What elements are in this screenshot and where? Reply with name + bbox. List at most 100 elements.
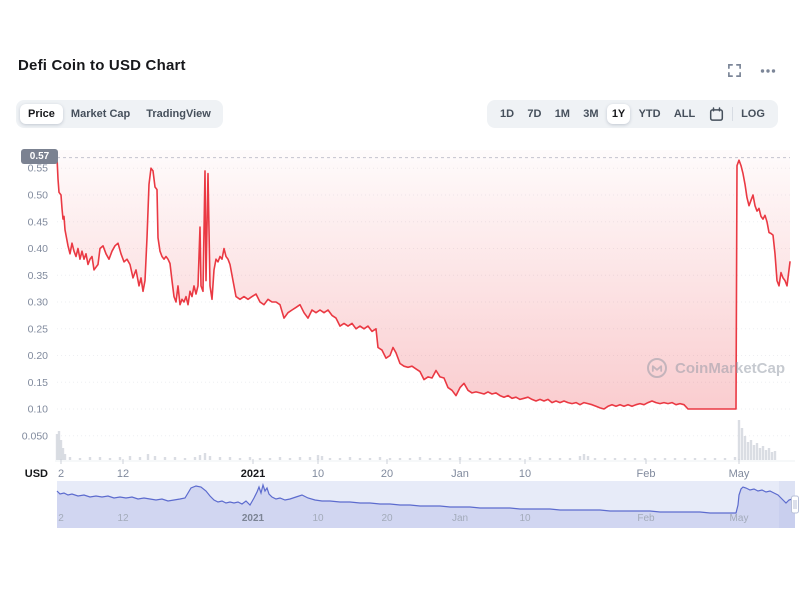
volume-bar [398, 458, 402, 460]
x-axis-label: 20 [381, 468, 393, 480]
y-axis-label: 0.15 [28, 377, 49, 389]
fullscreen-icon[interactable] [727, 63, 742, 78]
tab-market-cap[interactable]: Market Cap [63, 104, 138, 124]
volume-bar [761, 446, 765, 460]
volume-bar [593, 458, 597, 460]
volume-bar [693, 458, 697, 460]
y-axis-label: 0.25 [28, 323, 49, 335]
volume-bar [733, 457, 737, 460]
volume-bar [78, 458, 82, 460]
volume-bar [208, 456, 212, 460]
x-axis-label: 12 [117, 468, 129, 480]
navigator-axis-label: 10 [519, 513, 531, 524]
volume-bar [528, 457, 532, 460]
volume-bar [773, 451, 777, 460]
calendar-icon [709, 106, 723, 121]
volume-bar [418, 457, 422, 460]
tab-price[interactable]: Price [20, 104, 63, 124]
volume-bar [57, 431, 61, 460]
y-axis-label: 0.050 [22, 430, 48, 442]
navigator-background [57, 481, 795, 528]
volume-bar [328, 458, 332, 460]
volume-bar [98, 457, 102, 460]
x-axis-label: Feb [637, 468, 656, 480]
volume-bar [173, 457, 177, 460]
volume-bar [408, 458, 412, 460]
volume-bar [278, 457, 282, 460]
navigator-axis-label: 2021 [242, 513, 265, 524]
range-1m[interactable]: 1M [550, 104, 575, 124]
more-options-icon[interactable] [760, 68, 776, 74]
price-line [56, 156, 791, 410]
volume-bar [218, 457, 222, 460]
log-toggle[interactable]: LOG [736, 104, 770, 124]
volume-bar [68, 457, 72, 460]
range-all[interactable]: ALL [669, 104, 700, 124]
y-axis-label: 0.20 [28, 350, 49, 362]
header-icons [727, 63, 776, 78]
range-7d[interactable]: 7D [522, 104, 546, 124]
volume-bar [586, 456, 590, 460]
volume-bar [258, 458, 262, 460]
volume-bar [163, 457, 167, 460]
price-area-fill [57, 150, 790, 409]
y-axis-label: 0.10 [28, 404, 49, 416]
volume-bar [88, 457, 92, 460]
divider [731, 107, 733, 121]
navigator-handle[interactable] [791, 495, 799, 514]
calendar-button[interactable] [704, 103, 729, 126]
volume-bar [582, 454, 586, 460]
volume-bar [458, 457, 462, 460]
y-axis-label: 0.40 [28, 243, 49, 255]
range-ytd[interactable]: YTD [634, 104, 666, 124]
range-switcher: 1D 7D 1M 3M 1Y YTD ALL LOG [487, 100, 778, 128]
volume-bar [746, 442, 750, 460]
volume-bar [316, 455, 320, 460]
volume-bar [683, 458, 687, 460]
volume-bar [468, 458, 472, 460]
currency-label: USD [25, 468, 48, 480]
volume-bar [378, 457, 382, 460]
y-axis-label: 0.45 [28, 216, 49, 228]
volume-bar [578, 456, 582, 460]
volume-bar [358, 458, 362, 460]
volume-bar [740, 428, 744, 460]
volume-bar [203, 453, 207, 460]
volume-bar [603, 458, 607, 460]
volume-bar [138, 457, 142, 460]
volume-bar [508, 458, 512, 460]
volume-bar [623, 458, 627, 460]
range-3m[interactable]: 3M [578, 104, 603, 124]
volume-bar [713, 458, 717, 460]
volume-bar [558, 458, 562, 460]
volume-bar [752, 445, 756, 460]
volume-bar [548, 458, 552, 460]
y-axis-label: 0.55 [28, 163, 49, 175]
x-axis-label: 10 [519, 468, 531, 480]
max-price-badge: 0.57 [21, 149, 58, 164]
range-1d[interactable]: 1D [495, 104, 519, 124]
tab-tradingview[interactable]: TradingView [138, 104, 219, 124]
range-1y[interactable]: 1Y [606, 104, 631, 124]
volume-bar [723, 458, 727, 460]
volume-bar [478, 458, 482, 460]
volume-bar [488, 458, 492, 460]
volume-bar [498, 458, 502, 460]
volume-bar [198, 455, 202, 460]
volume-bar [428, 458, 432, 460]
volume-bar [368, 458, 372, 460]
volume-bar [268, 458, 272, 460]
volume-bar [518, 458, 522, 460]
volume-bar [613, 458, 617, 460]
volume-bar [770, 452, 774, 460]
volume-bar [767, 448, 771, 460]
volume-bar [737, 420, 741, 460]
navigator-axis-label: 20 [381, 513, 393, 524]
x-axis-label: 2021 [241, 468, 265, 480]
volume-bar [146, 454, 150, 460]
volume-bar [288, 458, 292, 460]
volume-bar [228, 457, 232, 460]
navigator-axis-label: 12 [117, 513, 129, 524]
x-axis-label: Jan [451, 468, 469, 480]
